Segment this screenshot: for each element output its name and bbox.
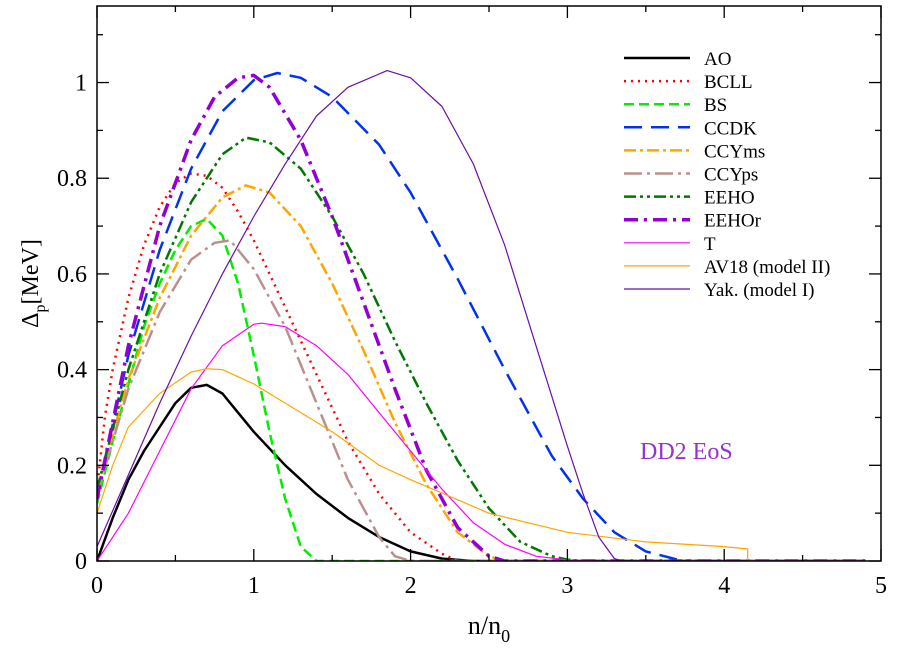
y-axis-label-main: Δ bbox=[18, 312, 44, 327]
series-lines bbox=[97, 70, 866, 561]
y-tick-label: 1 bbox=[75, 71, 87, 97]
series-line-10 bbox=[97, 70, 866, 561]
x-tick-label: 3 bbox=[561, 573, 573, 599]
y-axis-label-sub: p bbox=[32, 304, 49, 312]
series-line-3 bbox=[97, 71, 866, 561]
y-tick-label: 0.2 bbox=[57, 453, 87, 479]
legend-label: EEHO bbox=[704, 188, 755, 209]
series-line-2 bbox=[97, 217, 866, 561]
legend-label: T bbox=[704, 234, 716, 255]
series-line-0 bbox=[97, 383, 866, 561]
y-tick-label: 0 bbox=[75, 549, 87, 575]
y-tick-label: 0.4 bbox=[57, 358, 87, 384]
y-axis-label: Δp[MeV] bbox=[18, 239, 49, 328]
eos-annotation: DD2 EoS bbox=[640, 439, 733, 465]
legend-label: BCLL bbox=[704, 72, 753, 93]
y-axis-label-rest: [MeV] bbox=[18, 239, 44, 304]
y-tick-label: 0.8 bbox=[57, 166, 87, 192]
x-tick-label: 1 bbox=[248, 573, 260, 599]
series-line-1 bbox=[97, 172, 866, 561]
series-line-8 bbox=[97, 322, 866, 561]
x-tick-label: 5 bbox=[875, 573, 887, 599]
legend-label: Yak. (model I) bbox=[704, 280, 814, 301]
x-axis-label: n/n0 bbox=[468, 611, 510, 646]
series-line-4 bbox=[97, 184, 866, 561]
x-axis-label-sub: 0 bbox=[501, 626, 510, 646]
legend-label: EEHOr bbox=[704, 211, 762, 232]
series-line-5 bbox=[97, 239, 866, 561]
legend-label: AO bbox=[704, 49, 731, 70]
legend-label: CCDK bbox=[704, 118, 757, 139]
series-line-7 bbox=[97, 73, 866, 561]
x-tick-label: 0 bbox=[91, 573, 103, 599]
axis-ticks: 0 1 2 3 4 5 0 0.2 0.4 0.6 0.8 1 bbox=[57, 6, 887, 599]
y-tick-label: 0.6 bbox=[57, 262, 87, 288]
legend-label: CCYps bbox=[704, 165, 758, 186]
x-axis-label-main: n/n bbox=[468, 611, 501, 640]
x-tick-label: 4 bbox=[718, 573, 730, 599]
legend-label: AV18 (model II) bbox=[704, 257, 830, 278]
series-line-6 bbox=[97, 136, 866, 561]
series-line-9 bbox=[97, 368, 866, 561]
x-tick-label: 2 bbox=[405, 573, 417, 599]
legend-label: BS bbox=[704, 95, 727, 116]
legend-label: CCYms bbox=[704, 141, 765, 162]
